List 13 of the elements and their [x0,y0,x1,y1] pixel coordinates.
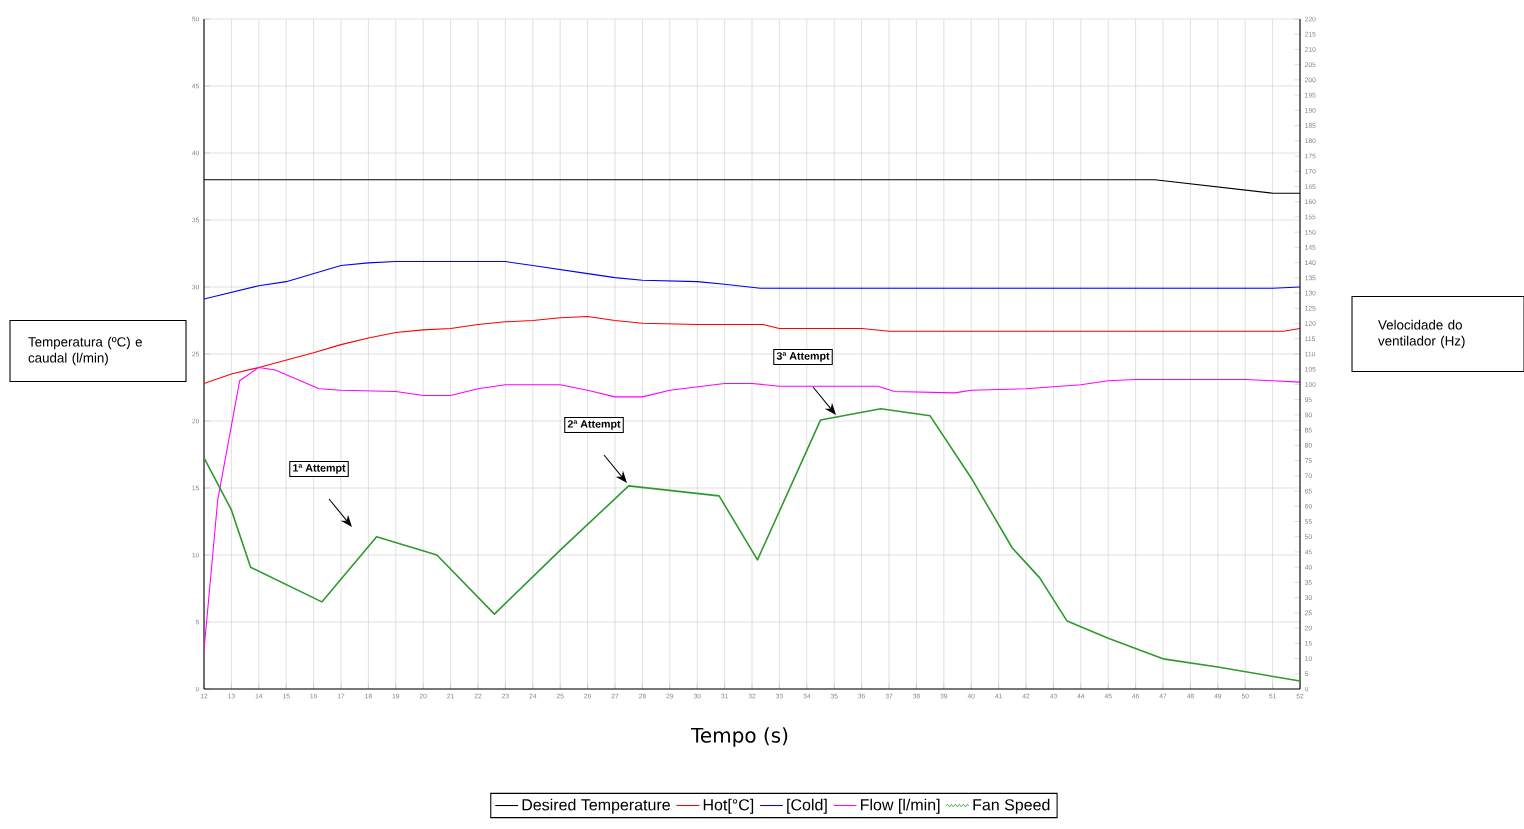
x-axis-title: Tempo (s) [690,727,788,747]
y-axis-title: Temperatura (ºC) e caudal (l/min) [28,336,142,366]
line-series [204,315,1301,385]
annotation: 3ª Attempt [776,352,830,362]
line-series [204,408,1301,682]
y2-axis-title: Velocidade do ventilador (Hz) [1378,319,1465,349]
legend-label: Hot[°C] [703,798,754,814]
annotation: 1ª Attempt [293,464,346,474]
legend-label: Desired Temperature [522,798,670,814]
legend-label: Fan Speed [973,798,1050,814]
annotation: 2ª Attempt [567,420,621,430]
legend-label: Flow [l/min] [861,798,940,814]
legend-label: [Cold] [787,798,827,814]
